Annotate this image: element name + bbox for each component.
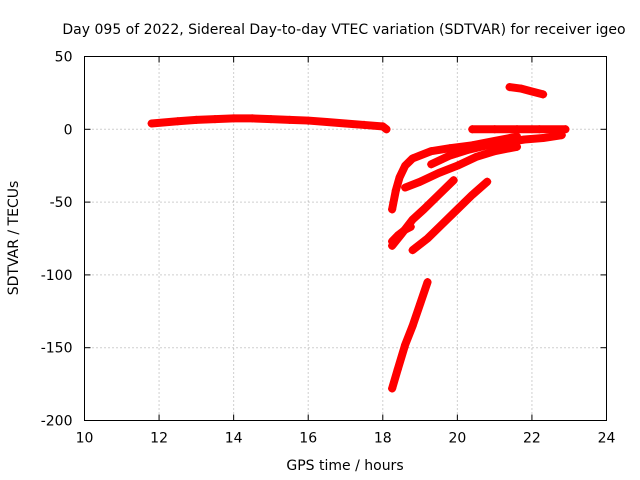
data-point — [427, 160, 436, 169]
data-point — [248, 114, 257, 123]
data-point — [416, 177, 425, 186]
data-point — [490, 125, 499, 134]
y-tick-label: 0 — [64, 122, 73, 138]
y-tick-label: -150 — [41, 341, 73, 357]
data-point — [468, 190, 477, 199]
data-point — [388, 384, 397, 393]
y-axis-label: SDTVAR / TECUs — [6, 181, 22, 296]
x-tick-label: 14 — [225, 431, 243, 447]
chart-title: Day 095 of 2022, Sidereal Day-to-day VTE… — [62, 22, 625, 38]
plot-frame — [84, 56, 607, 421]
x-tick-label: 20 — [448, 431, 466, 447]
data-point — [393, 365, 402, 374]
data-point — [438, 219, 447, 228]
data-point — [285, 115, 294, 124]
data-point — [423, 234, 432, 243]
data-point — [516, 84, 525, 93]
data-point — [490, 147, 499, 156]
data-point — [513, 125, 522, 134]
data-point — [453, 161, 462, 170]
data-point — [535, 125, 544, 134]
data-point — [395, 173, 404, 182]
data-point — [211, 115, 219, 124]
data-point — [445, 151, 454, 160]
data-point — [408, 154, 417, 163]
data-point — [423, 278, 432, 287]
data-point — [401, 183, 410, 192]
data-point — [266, 115, 275, 124]
x-axis-label: GPS time / hours — [286, 458, 403, 474]
x-tick-label: 10 — [76, 431, 94, 447]
data-point — [322, 118, 331, 127]
axis-ticks — [84, 56, 607, 421]
data-point — [416, 151, 425, 160]
data-point — [408, 246, 417, 255]
data-point — [419, 205, 428, 214]
data-point — [397, 230, 406, 239]
data-point — [304, 116, 313, 125]
data-point — [449, 176, 458, 185]
tick-labels: 10 12 14 16 18 20 22 24 -200 -150 -100 -50 0 50 — [41, 50, 616, 447]
y-tick-label: -100 — [41, 268, 73, 284]
data-point — [539, 90, 548, 99]
series-line — [408, 177, 492, 255]
y-tick-label: -50 — [50, 195, 73, 211]
data-point — [416, 300, 425, 309]
data-point — [192, 115, 201, 124]
data-point — [483, 141, 492, 150]
x-tick-label: 22 — [523, 431, 541, 447]
data-point — [539, 134, 548, 143]
data-marks — [147, 83, 570, 393]
series-line — [147, 114, 391, 134]
data-point — [147, 119, 156, 128]
x-tick-label: 16 — [299, 431, 317, 447]
data-point — [501, 138, 510, 147]
data-point — [401, 340, 410, 349]
data-point — [341, 119, 350, 128]
data-point — [434, 190, 443, 199]
data-point — [472, 152, 480, 161]
series-line — [388, 278, 432, 393]
data-point — [505, 83, 514, 92]
data-point — [445, 144, 454, 153]
data-point — [388, 205, 397, 214]
x-tick-label: 24 — [598, 431, 616, 447]
x-tick-label: 12 — [150, 431, 168, 447]
data-point — [408, 215, 417, 224]
data-point — [360, 120, 369, 129]
grid — [84, 56, 607, 421]
y-tick-label: 50 — [55, 50, 73, 66]
data-point — [427, 147, 436, 156]
data-point — [401, 161, 410, 170]
data-point — [483, 177, 492, 186]
data-point — [391, 186, 400, 195]
data-point — [527, 87, 536, 96]
series-line — [505, 83, 548, 99]
data-point — [434, 168, 443, 177]
data-point — [464, 145, 473, 154]
data-point — [229, 114, 238, 123]
data-point — [408, 321, 417, 330]
data-point — [561, 125, 570, 134]
data-point — [468, 125, 477, 134]
data-point — [453, 205, 462, 214]
data-point — [382, 125, 391, 134]
data-point — [173, 117, 182, 126]
y-tick-label: -200 — [41, 414, 73, 430]
data-point — [520, 135, 529, 144]
x-tick-label: 18 — [374, 431, 392, 447]
data-point — [388, 241, 397, 250]
series-line — [388, 176, 458, 250]
